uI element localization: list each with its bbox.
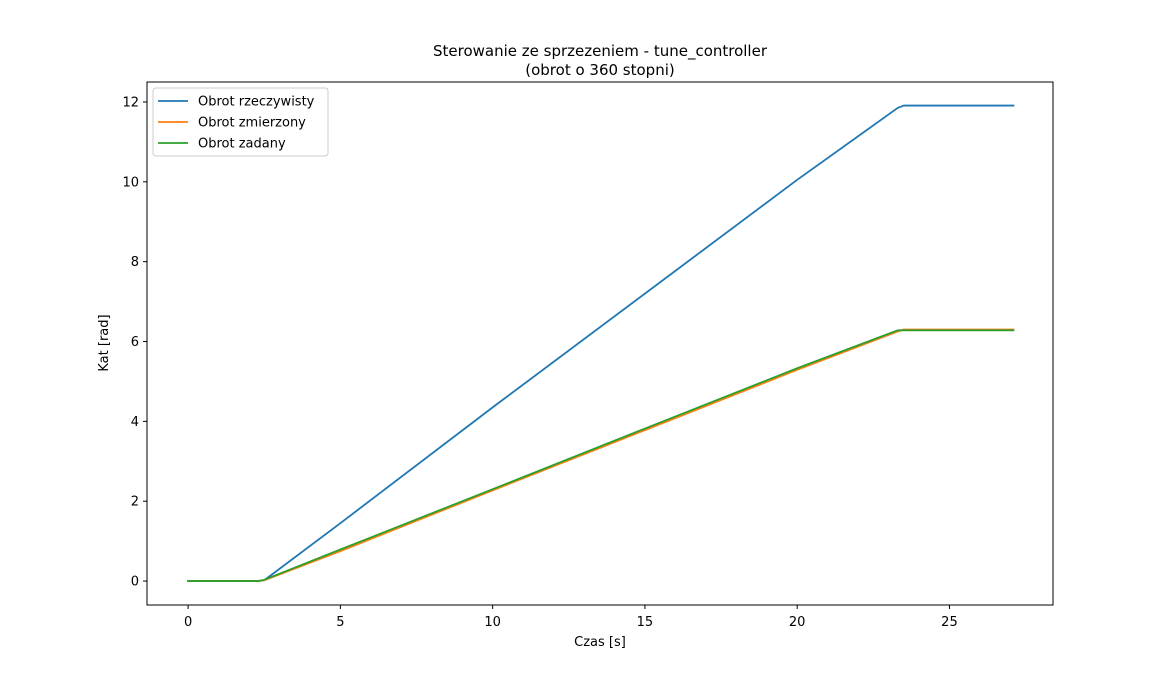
x-axis: 0 5 10 15 20 25 [184, 605, 958, 630]
x-tick-label: 20 [789, 615, 806, 630]
y-tick-label: 12 [122, 95, 139, 110]
y-axis: 0 2 4 6 8 10 12 [122, 95, 147, 590]
legend-label-2: Obrot zmierzony [198, 116, 306, 131]
x-tick-label: 0 [184, 615, 192, 630]
chart-title: Sterowanie ze sprzezeniem - tune_control… [433, 42, 768, 61]
legend-label-1: Obrot rzeczywisty [198, 95, 315, 110]
legend: Obrot rzeczywisty Obrot zmierzony Obrot za… [152, 87, 329, 157]
y-axis-label: Kat [rad] [97, 314, 112, 371]
y-tick-label: 8 [131, 255, 139, 270]
y-tick-label: 10 [122, 175, 139, 190]
legend-label-3: Obrot zadany [198, 137, 286, 152]
x-tick-label: 15 [637, 615, 654, 630]
x-axis-label: Czas [s] [574, 635, 626, 650]
y-tick-label: 0 [131, 575, 139, 590]
x-tick-label: 5 [336, 615, 344, 630]
legend-box [152, 87, 329, 157]
chart-subtitle: (obrot o 360 stopni) [525, 61, 674, 79]
plot-frame [146, 81, 1054, 606]
series-line-3 [187, 329, 1015, 582]
series-layer [187, 104, 1015, 582]
x-tick-label: 25 [941, 615, 958, 630]
y-tick-label: 6 [131, 335, 139, 350]
y-tick-label: 4 [131, 415, 139, 430]
x-tick-label: 10 [484, 615, 501, 630]
y-tick-label: 2 [131, 495, 139, 510]
